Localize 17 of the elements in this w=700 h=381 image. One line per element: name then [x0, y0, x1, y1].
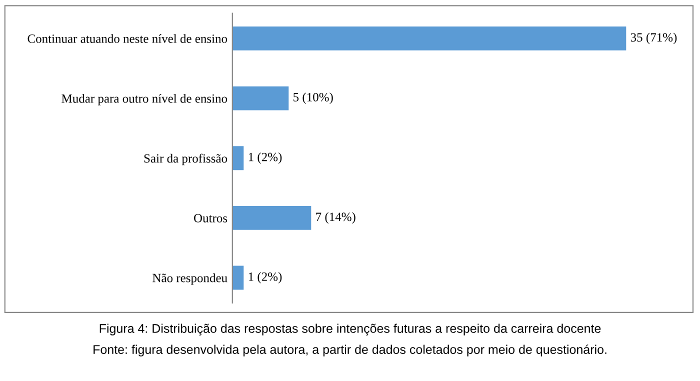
data-label: 35 (71%) — [630, 32, 677, 44]
data-label: 1 (2%) — [248, 152, 282, 164]
text: Figura 4: Distribuição das respostas sobre intenções futuras a respeito da carreira docente — [100, 324, 601, 336]
y-tick-label: Não respondeu — [152, 273, 228, 285]
bar — [232, 206, 312, 230]
bar — [232, 266, 244, 290]
bar — [232, 26, 626, 50]
y-tick-label: Continuar atuando neste nível de ensino — [28, 34, 228, 43]
source-note: Fonte: figura desenvolvida pela autora, a partir de dados coletados por meio de questionário. — [94, 344, 606, 356]
bar — [232, 146, 244, 170]
y-tick-label: Outros — [194, 214, 228, 222]
data-label: 7 (14%) — [316, 212, 356, 224]
bar — [232, 86, 289, 110]
data-label: 1 (2%) — [248, 272, 282, 284]
data-label: 5 (10%) — [294, 92, 333, 104]
y-tick-label: Sair da profissão — [144, 154, 228, 166]
y-tick-label: Mudar para outro nível de ensino — [62, 94, 228, 106]
